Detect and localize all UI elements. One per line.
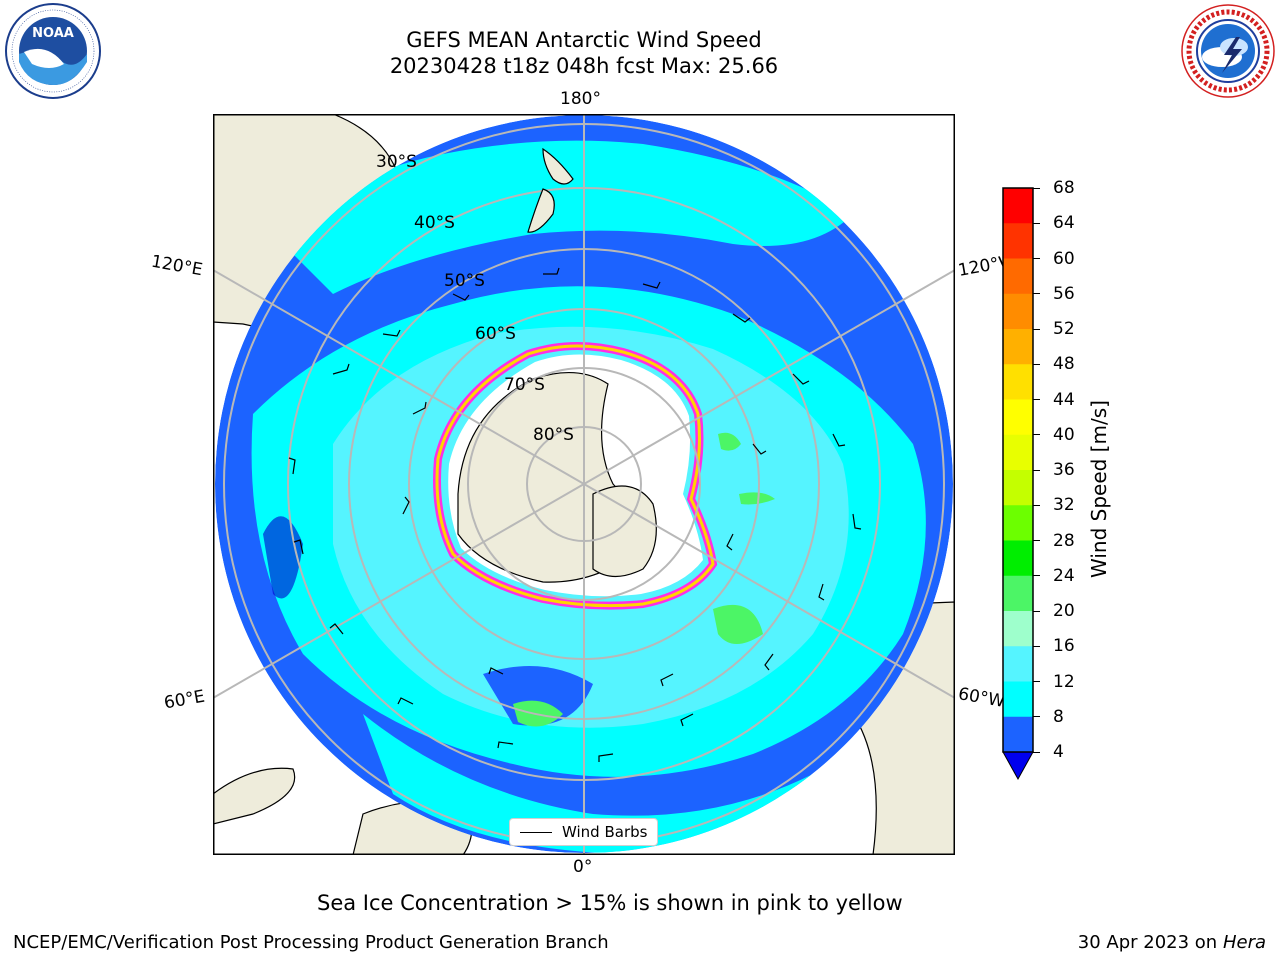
colorbar-tick-label: 60: [1053, 248, 1075, 269]
colorbar-tick-label: 68: [1053, 178, 1075, 198]
colorbar-segment: [1003, 470, 1033, 506]
colorbar-tick-mark: [1033, 258, 1040, 259]
colorbar-tick-mark: [1033, 293, 1040, 295]
lat-label-80s: 80°S: [533, 425, 574, 445]
colorbar-segment: [1003, 329, 1033, 365]
lon-label-60e: 60°E: [162, 686, 207, 714]
colorbar-segment: [1003, 575, 1033, 612]
colorbar-tick-label: 52: [1053, 319, 1075, 339]
lat-label-40s: 40°S: [414, 213, 455, 233]
colorbar-tick-mark: [1033, 610, 1040, 612]
colorbar-tick-label: 8: [1053, 706, 1064, 727]
colorbar-segment: [1003, 681, 1033, 718]
footer-date-text: 30 Apr 2023 on: [1077, 932, 1223, 953]
colorbar-tick-label: 48: [1053, 354, 1075, 375]
colorbar-tick-label: 28: [1053, 530, 1075, 551]
colorbar-tick-mark: [1033, 187, 1040, 189]
antarctica: [433, 342, 718, 610]
colorbar-tick-label: 24: [1053, 565, 1075, 586]
colorbar-tick-mark: [1033, 222, 1040, 224]
colorbar-segment: [1003, 611, 1033, 647]
colorbar-tick-mark: [1033, 469, 1040, 471]
nws-logo: [1181, 4, 1275, 98]
map-subtitle: 20230428 t18z 048h fcst Max: 25.66: [389, 54, 779, 78]
lat-label-60s: 60°S: [475, 324, 516, 344]
new-zealand: [527, 147, 574, 233]
colorbar-tick-label: 12: [1053, 671, 1075, 692]
colorbar-segment: [1003, 540, 1033, 577]
colorbar-tick-mark: [1033, 504, 1040, 506]
colorbar-segment: [1003, 505, 1033, 541]
colorbar-tick-mark: [1033, 575, 1040, 577]
colorbar-segment: [1003, 293, 1033, 330]
lat-label-70s: 70°S: [504, 375, 545, 395]
colorbar-tick-mark: [1033, 645, 1040, 647]
colorbar-tick-mark: [1033, 540, 1040, 541]
colorbar-segment: [1003, 223, 1033, 259]
colorbar-tick-mark: [1033, 399, 1040, 400]
wind-barb-line-icon: [520, 831, 552, 833]
polar-map: [213, 114, 955, 855]
colorbar-tick-mark: [1033, 363, 1040, 365]
colorbar-tick-mark: [1033, 434, 1040, 436]
lon-label-0: 0°: [573, 857, 593, 877]
footer-branch: NCEP/EMC/Verification Post Processing Pr…: [13, 932, 609, 953]
colorbar-tick-label: 32: [1053, 495, 1075, 516]
colorbar-tick-mark: [1033, 328, 1040, 330]
colorbar-segment: [1003, 646, 1033, 682]
colorbar-segment: [1003, 188, 1033, 224]
map-legend: Wind Barbs: [509, 818, 658, 846]
colorbar: [1002, 187, 1034, 781]
colorbar-tick-label: 56: [1053, 283, 1075, 304]
colorbar-tick-label: 44: [1053, 389, 1075, 410]
footer-date: 30 Apr 2023 on Hera: [1078, 932, 1266, 953]
map-title: GEFS MEAN Antarctic Wind Speed: [406, 28, 762, 52]
colorbar-tick-label: 4: [1053, 742, 1064, 762]
colorbar-segment: [1003, 258, 1033, 295]
footer-host: Hera: [1222, 932, 1266, 953]
lon-label-60w: 60°W: [956, 684, 1007, 712]
sea-ice-note: Sea Ice Concentration > 15% is shown in …: [317, 891, 903, 915]
noaa-logo: NOAA: [5, 3, 101, 99]
colorbar-segment: [1003, 716, 1033, 753]
colorbar-tick-label: 36: [1053, 460, 1075, 480]
lon-label-180: 180°: [560, 89, 601, 109]
wind-barbs: [288, 267, 862, 762]
colorbar-tick-label: 20: [1053, 601, 1075, 621]
svg-text:NOAA: NOAA: [32, 26, 74, 41]
colorbar-segment: [1003, 399, 1033, 436]
colorbar-tick-label: 16: [1053, 636, 1075, 657]
colorbar-tick-mark: [1033, 716, 1040, 718]
colorbar-segment: [1003, 364, 1033, 400]
colorbar-tick-label: 40: [1053, 424, 1075, 445]
colorbar-tick-mark: [1033, 681, 1040, 682]
lat-label-50s: 50°S: [444, 271, 485, 291]
colorbar-tick-mark: [1033, 751, 1040, 753]
legend-label: Wind Barbs: [562, 823, 648, 841]
colorbar-tick-label: 64: [1053, 213, 1075, 234]
lat-label-30s: 30°S: [376, 152, 417, 172]
colorbar-label: Wind Speed [m/s]: [1087, 400, 1111, 578]
lon-label-120e: 120°E: [149, 251, 205, 281]
colorbar-segment: [1003, 434, 1033, 471]
